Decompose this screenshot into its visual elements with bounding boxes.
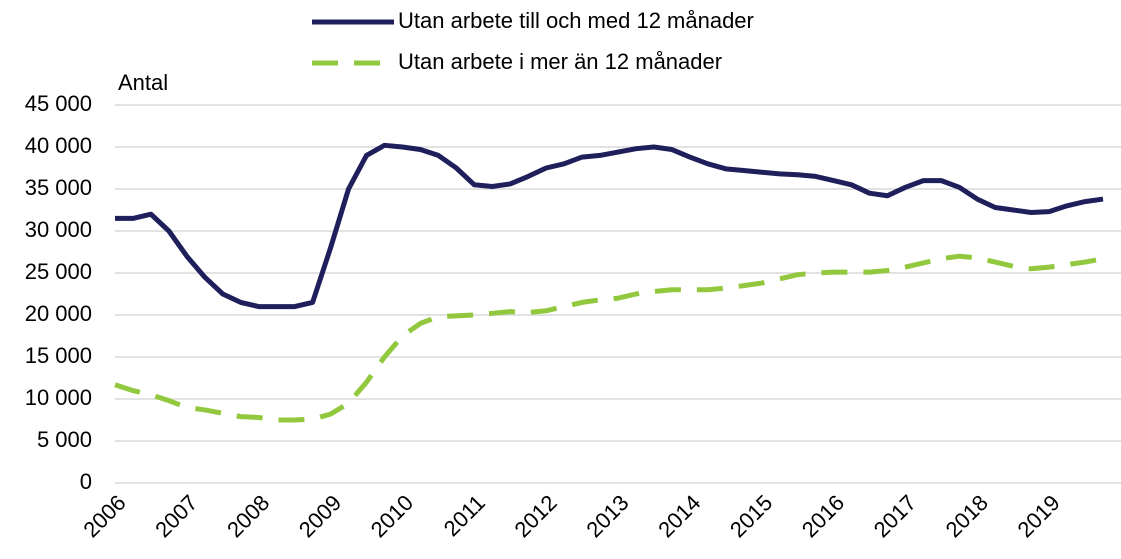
legend-label: Utan arbete i mer än 12 månader — [398, 49, 722, 74]
x-tick-label: 2018 — [941, 490, 993, 542]
legend-label: Utan arbete till och med 12 månader — [398, 8, 754, 33]
y-tick-label: 10 000 — [25, 385, 92, 410]
y-tick-label: 20 000 — [25, 301, 92, 326]
y-axis-label: Antal — [118, 70, 168, 95]
x-tick-label: 2019 — [1012, 490, 1064, 542]
x-tick-label: 2008 — [222, 490, 274, 542]
y-tick-label: 30 000 — [25, 217, 92, 242]
x-tick-label: 2010 — [366, 490, 418, 542]
x-tick-label: 2016 — [797, 490, 849, 542]
x-tick-label: 2017 — [869, 490, 921, 542]
x-tick-label: 2012 — [509, 490, 561, 542]
x-tick-label: 2006 — [78, 490, 130, 542]
y-tick-label: 35 000 — [25, 175, 92, 200]
data-line — [114, 253, 1104, 423]
x-tick-label: 2011 — [439, 490, 490, 541]
y-tick-label: 40 000 — [25, 133, 92, 158]
y-tick-label: 15 000 — [25, 343, 92, 368]
x-tick-label: 2014 — [653, 490, 705, 542]
y-tick-label: 0 — [80, 469, 92, 494]
data-line — [115, 142, 1104, 310]
x-tick-label: 2009 — [294, 490, 346, 542]
x-tick-label: 2013 — [581, 490, 633, 542]
y-tick-label: 45 000 — [25, 91, 92, 116]
y-tick-label: 5 000 — [37, 427, 92, 452]
x-tick-label: 2007 — [150, 490, 202, 542]
x-tick-label: 2015 — [725, 490, 777, 542]
y-tick-label: 25 000 — [25, 259, 92, 284]
